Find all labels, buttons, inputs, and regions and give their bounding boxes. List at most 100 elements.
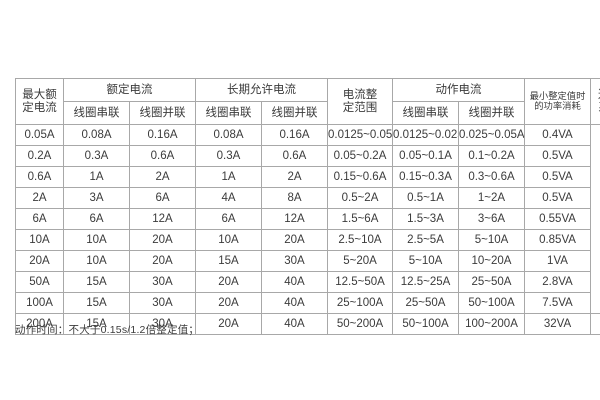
cell-act-series: 0.05~0.1A (392, 145, 459, 167)
header-min-setting-power-line1: 最小整定值时 (529, 90, 586, 101)
cell-long-series: 0.3A (195, 145, 262, 167)
cell-rated-series: 0.08A (63, 124, 130, 146)
cell-power: 32VA (524, 313, 591, 335)
cell-power: 0.85VA (524, 229, 591, 251)
cell-max-current: 6A (15, 208, 64, 230)
cell-power: 0.5VA (524, 166, 591, 188)
cell-rated-parallel: 0.16A (129, 124, 196, 146)
cell-long-series: 1A (195, 166, 262, 188)
cell-rated-parallel: 12A (129, 208, 196, 230)
table-row: 0.05A0.08A0.16A0.08A0.16A0.0125~0.05A0.0… (15, 124, 600, 314)
cell-rated-parallel: 2A (129, 166, 196, 188)
cell-rated-series: 10A (63, 229, 130, 251)
cell-act-series: 2.5~5A (392, 229, 459, 251)
header-max-rated-current-line1: 最大额 (22, 89, 57, 102)
cell-power: 2.8VA (524, 271, 591, 293)
cell-max-current: 50A (15, 271, 64, 293)
cell-act-parallel: 0.3~0.6A (458, 166, 525, 188)
cell-long-parallel: 0.16A (261, 124, 328, 146)
cell-long-series: 6A (195, 208, 262, 230)
cell-long-parallel: 0.6A (261, 145, 328, 167)
cell-long-parallel: 40A (261, 292, 328, 314)
header-rated-coil-series: 线圈串联 (63, 101, 130, 125)
header-return-coefficient-line1: 返回 (592, 89, 600, 101)
cell-act-parallel: 5~10A (458, 229, 525, 251)
cell-return-coefficient-primary: 0.8 (590, 124, 600, 314)
cell-rated-parallel: 20A (129, 250, 196, 272)
cell-act-series: 12.5~25A (392, 271, 459, 293)
cell-act-parallel: 50~100A (458, 292, 525, 314)
cell-long-parallel: 40A (261, 313, 328, 335)
header-row-bottom: 线圈串联 线圈并联 线圈串联 线圈并联 线圈串联 线圈并联 (16, 101, 600, 125)
cell-max-current: 200A (15, 313, 64, 335)
cell-act-series: 0.5~1A (392, 187, 459, 209)
cell-return-coefficient-last: 0.7 (590, 313, 600, 335)
cell-long-series: 20A (195, 313, 262, 335)
cell-long-series: 15A (195, 250, 262, 272)
cell-rated-series: 0.3A (63, 145, 130, 167)
cell-rated-series: 15A (63, 271, 130, 293)
header-rated-current: 额定电流 (63, 78, 196, 102)
header-current-setting-range-line2: 定范围 (342, 101, 378, 114)
cell-long-parallel: 12A (261, 208, 328, 230)
cell-rated-parallel: 30A (129, 292, 196, 314)
cell-max-current: 20A (15, 250, 64, 272)
cell-act-parallel: 25~50A (458, 271, 525, 293)
cell-power: 0.5VA (524, 187, 591, 209)
header-min-setting-power-line2: 的功率消耗 (534, 100, 581, 111)
cell-setting-range: 0.0125~0.05A (327, 124, 393, 146)
cell-long-series: 20A (195, 292, 262, 314)
cell-act-series: 25~50A (392, 292, 459, 314)
operating-time-note: 动作时间：不大于0.15s/1.2倍整定值； (15, 324, 200, 336)
cell-rated-parallel: 20A (129, 229, 196, 251)
cell-act-parallel: 100~200A (458, 313, 525, 335)
table-row: 20A 10A 20A 15A 30A 5~20A 5~10A 10~20A 1VA (15, 250, 600, 272)
table-row: 10A 10A 20A 10A 20A 2.5~10A 2.5~5A 5~10A 0.85VA (15, 229, 600, 251)
header-max-rated-current-line2: 定电流 (22, 101, 57, 114)
cell-rated-series: 3A (63, 187, 130, 209)
cell-power: 0.4VA (524, 124, 591, 146)
cell-setting-range: 0.15~0.6A (327, 166, 393, 188)
cell-long-parallel: 8A (261, 187, 328, 209)
cell-act-series: 1.5~3A (392, 208, 459, 230)
table-row: 0.2A 0.3A 0.6A 0.3A 0.6A 0.05~0.2A 0.05~0.1A 0.… (15, 145, 600, 167)
cell-act-series: 0.0125~0.025A (392, 124, 459, 146)
table-row: 100A 15A 30A 20A 40A 25~100A 25~50A 50~100A 7.5V… (15, 292, 600, 314)
header-max-rated-current: 最大额 定电流 (15, 78, 64, 125)
header-long-coil-parallel: 线圈并联 (261, 101, 328, 125)
cell-act-parallel: 1~2A (458, 187, 525, 209)
header-long-term-allowable-current: 长期允许电流 (195, 78, 328, 102)
cell-long-parallel: 40A (261, 271, 328, 293)
cell-rated-series: 6A (63, 208, 130, 230)
cell-rated-series: 15A (63, 292, 130, 314)
cell-max-current: 0.2A (15, 145, 64, 167)
cell-rated-series: 10A (63, 250, 130, 272)
cell-long-parallel: 30A (261, 250, 328, 272)
header-return-coefficient-line2: 系数 (592, 102, 600, 114)
cell-setting-range: 12.5~50A (327, 271, 393, 293)
cell-long-series: 10A (195, 229, 262, 251)
table-row: 6A 6A 12A 6A 12A 1.5~6A 1.5~3A 3~6A 0.55VA (15, 208, 600, 230)
header-current-setting-range-line1: 电流整 (342, 89, 378, 102)
cell-act-parallel: 0.1~0.2A (458, 145, 525, 167)
table-row: 50A 15A 30A 20A 40A 12.5~50A 12.5~25A 25~50A 2.8… (15, 271, 600, 293)
cell-act-parallel: 3~6A (458, 208, 525, 230)
relay-specification-table: 最大额 定电流 额定电流 长期允许电流 电流整 定范围 动作电流 最小整定值时 … (15, 78, 600, 335)
cell-max-current: 0.6A (15, 166, 64, 188)
header-act-coil-parallel: 线圈并联 (458, 101, 525, 125)
cell-long-series: 4A (195, 187, 262, 209)
cell-setting-range: 1.5~6A (327, 208, 393, 230)
cell-power: 1VA (524, 250, 591, 272)
cell-long-parallel: 20A (261, 229, 328, 251)
cell-max-current: 10A (15, 229, 64, 251)
cell-power: 0.55VA (524, 208, 591, 230)
cell-act-parallel: 10~20A (458, 250, 525, 272)
table-body: 0.05A0.08A0.16A0.08A0.16A0.0125~0.05A0.0… (15, 124, 600, 335)
header-min-setting-power: 最小整定值时 的功率消耗 (524, 78, 591, 125)
table-row: 0.6A 1A 2A 1A 2A 0.15~0.6A 0.15~0.3A 0.3~0.6A 0.… (15, 166, 600, 188)
header-long-coil-series: 线圈串联 (195, 101, 262, 125)
cell-setting-range: 5~20A (327, 250, 393, 272)
cell-long-parallel: 2A (261, 166, 328, 188)
cell-setting-range: 25~100A (327, 292, 393, 314)
